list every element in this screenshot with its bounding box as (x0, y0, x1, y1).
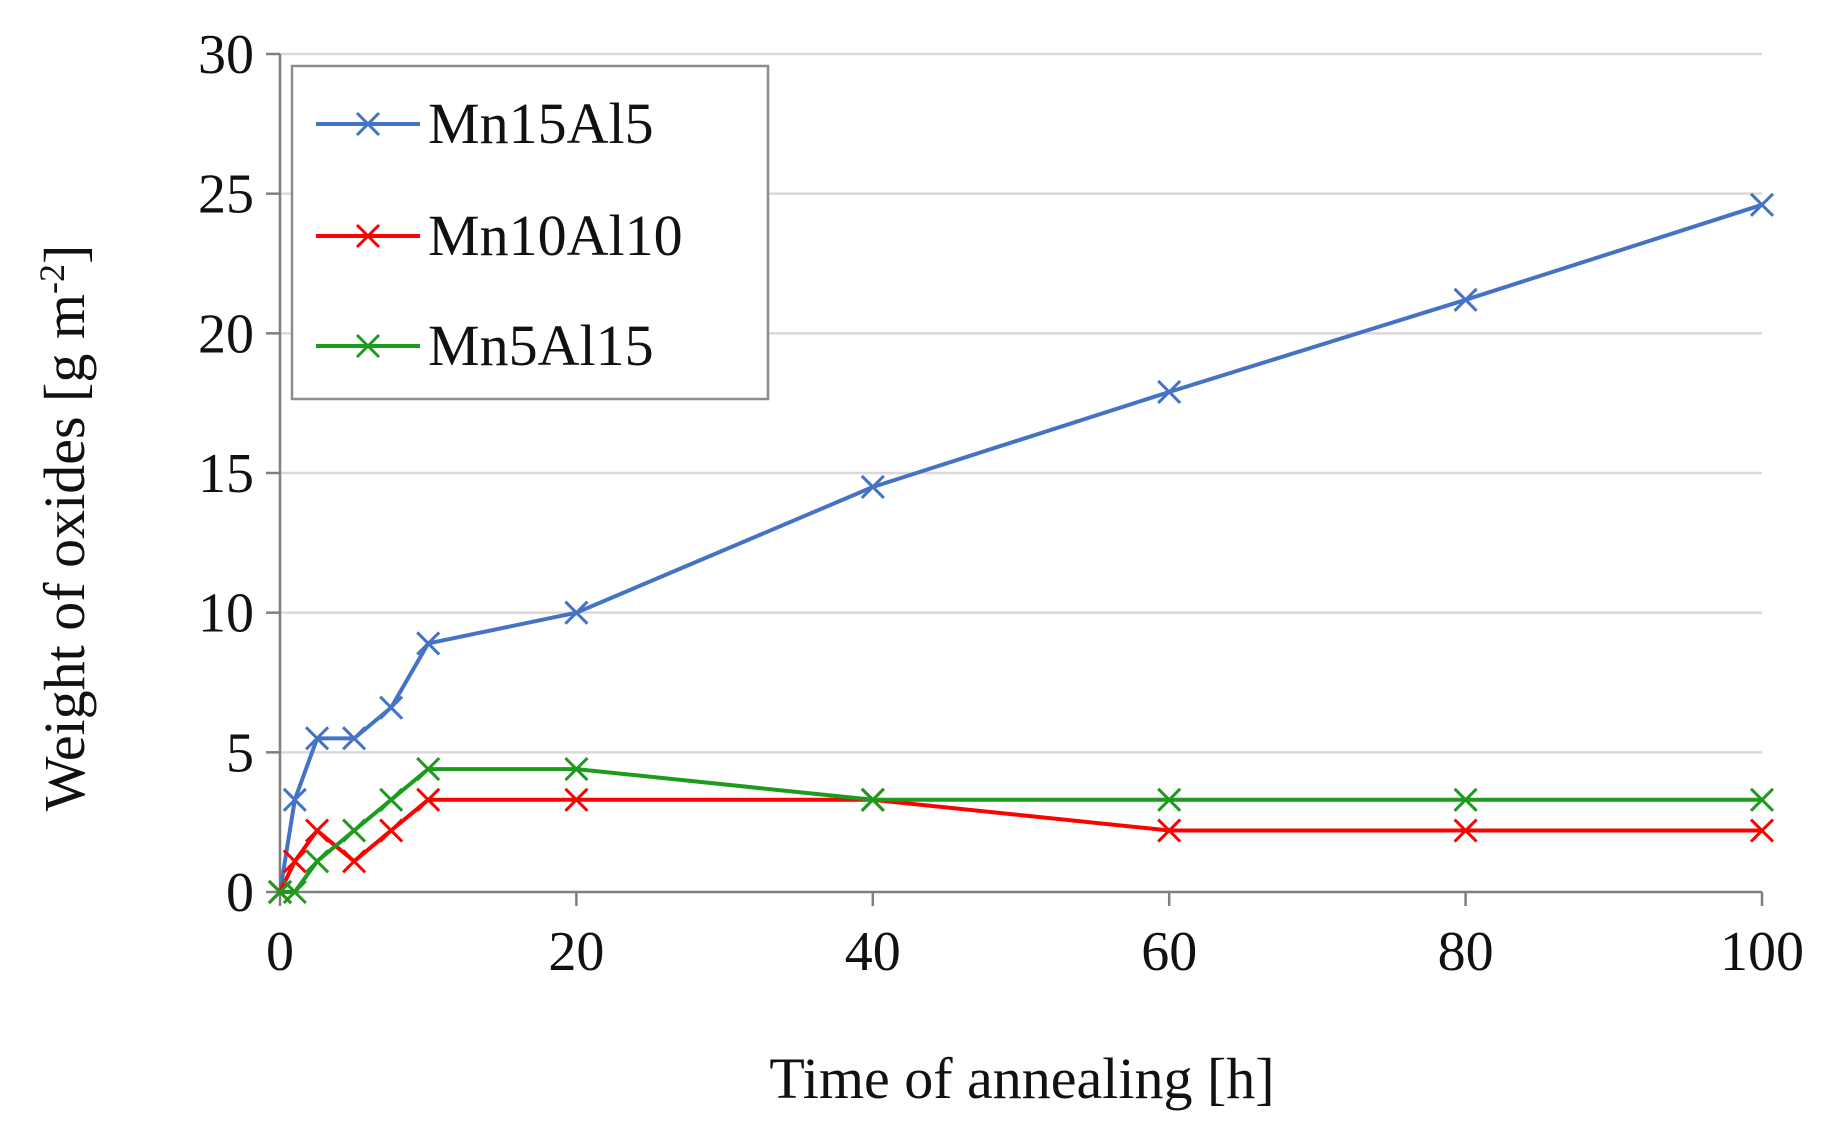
data-point-mn5al15 (342, 818, 367, 843)
y-tick-label: 10 (198, 583, 254, 645)
marker-stroke (416, 631, 441, 656)
data-point-mn5al15 (1749, 787, 1775, 812)
legend-entry: Mn10Al10 (316, 203, 683, 268)
data-point-mn10al10 (379, 818, 404, 843)
data-point-mn15al5 (416, 631, 441, 656)
y-tick-label: 15 (198, 443, 254, 505)
marker-stroke (1749, 818, 1775, 843)
marker-stroke (860, 474, 885, 500)
marker-stroke (282, 787, 307, 812)
y-axis-label: Weight of oxides [g m-2] (32, 245, 97, 812)
data-point-mn5al15 (304, 849, 330, 874)
data-point-mn10al10 (304, 818, 330, 843)
y-tick-label: 0 (226, 862, 254, 924)
x-tick-label: 80 (1438, 921, 1494, 983)
data-point-mn15al5 (282, 787, 307, 812)
marker-stroke (304, 726, 330, 751)
legend-label: Mn10Al10 (428, 203, 683, 268)
marker-stroke (304, 818, 330, 843)
data-point-mn15al5 (1453, 287, 1478, 312)
y-axis-label-main: Weight of oxides [g m (32, 294, 97, 811)
marker-stroke (379, 695, 404, 720)
legend-swatch-marker (355, 111, 381, 137)
data-point-mn10al10 (1749, 818, 1775, 843)
data-point-mn10al10 (1453, 818, 1478, 843)
legend-swatch-marker (355, 333, 381, 359)
marker-stroke (1749, 192, 1775, 217)
marker-stroke (564, 757, 589, 782)
data-point-mn5al15 (860, 787, 885, 812)
x-tick-label: 20 (548, 921, 604, 983)
marker-stroke (282, 879, 307, 905)
x-tick-label: 0 (266, 921, 294, 983)
marker-stroke (355, 223, 381, 249)
marker-stroke (342, 849, 367, 874)
series-line-mn10al10 (278, 797, 1762, 893)
y-tick-label: 20 (198, 303, 254, 365)
x-tick-label: 40 (845, 921, 901, 983)
legend-swatch-marker (355, 223, 381, 249)
data-point-mn15al5 (1749, 192, 1775, 217)
data-point-mn15al5 (342, 726, 367, 751)
y-tick-label: 30 (198, 24, 254, 86)
marker-stroke (1157, 787, 1182, 812)
data-point-mn5al15 (379, 787, 404, 812)
y-tick-label: 5 (226, 722, 254, 784)
data-point-mn15al5 (379, 695, 404, 720)
y-axis-label-close: ] (32, 245, 97, 264)
legend-entry: Mn5Al15 (316, 313, 654, 378)
marker-stroke (355, 111, 381, 137)
marker-stroke (342, 818, 367, 843)
data-point-mn15al5 (304, 726, 330, 751)
data-point-mn5al15 (564, 757, 589, 782)
marker-stroke (1453, 787, 1478, 812)
data-point-mn15al5 (1157, 379, 1182, 405)
legend: Mn15Al5 Mn10Al10 Mn5Al15 (290, 64, 770, 401)
data-point-mn10al10 (564, 787, 589, 812)
marker-stroke (1157, 818, 1182, 843)
data-point-mn5al15 (416, 757, 441, 782)
x-tick-label: 100 (1720, 921, 1804, 983)
marker-stroke (379, 818, 404, 843)
marker-stroke (304, 849, 330, 874)
series-lines (267, 192, 1775, 905)
data-point-mn10al10 (282, 849, 307, 874)
data-point-mn10al10 (416, 787, 441, 812)
marker-stroke (564, 600, 589, 625)
tick-labels: 0 5 10 15 20 25 30 0 20 40 60 80 100 (198, 24, 1804, 983)
axes (266, 52, 1764, 906)
marker-stroke (282, 849, 307, 874)
legend-entry: Mn15Al5 (316, 91, 654, 156)
y-axis-label-superscript: -2 (32, 264, 72, 294)
data-point-mn5al15 (1453, 787, 1478, 812)
data-point-mn15al5 (564, 600, 589, 625)
marker-stroke (379, 787, 404, 812)
legend-label: Mn5Al15 (428, 313, 654, 378)
marker-stroke (860, 787, 885, 812)
marker-stroke (1453, 818, 1478, 843)
data-point-mn10al10 (342, 849, 367, 874)
marker-stroke (1157, 379, 1182, 405)
data-point-mn15al5 (860, 474, 885, 500)
marker-stroke (416, 787, 441, 812)
marker-stroke (416, 757, 441, 782)
data-point-mn10al10 (1157, 818, 1182, 843)
data-point-mn5al15 (1157, 787, 1182, 812)
x-tick-label: 60 (1141, 921, 1197, 983)
marker-stroke (342, 726, 367, 751)
marker-stroke (1749, 787, 1775, 812)
legend-label: Mn15Al5 (428, 91, 654, 156)
x-axis-label: Time of annealing [h] (769, 1046, 1274, 1111)
y-tick-label: 25 (198, 164, 254, 226)
marker-stroke (355, 333, 381, 359)
data-point-mn5al15 (282, 879, 307, 905)
marker-stroke (1453, 287, 1478, 312)
marker-stroke (564, 787, 589, 812)
